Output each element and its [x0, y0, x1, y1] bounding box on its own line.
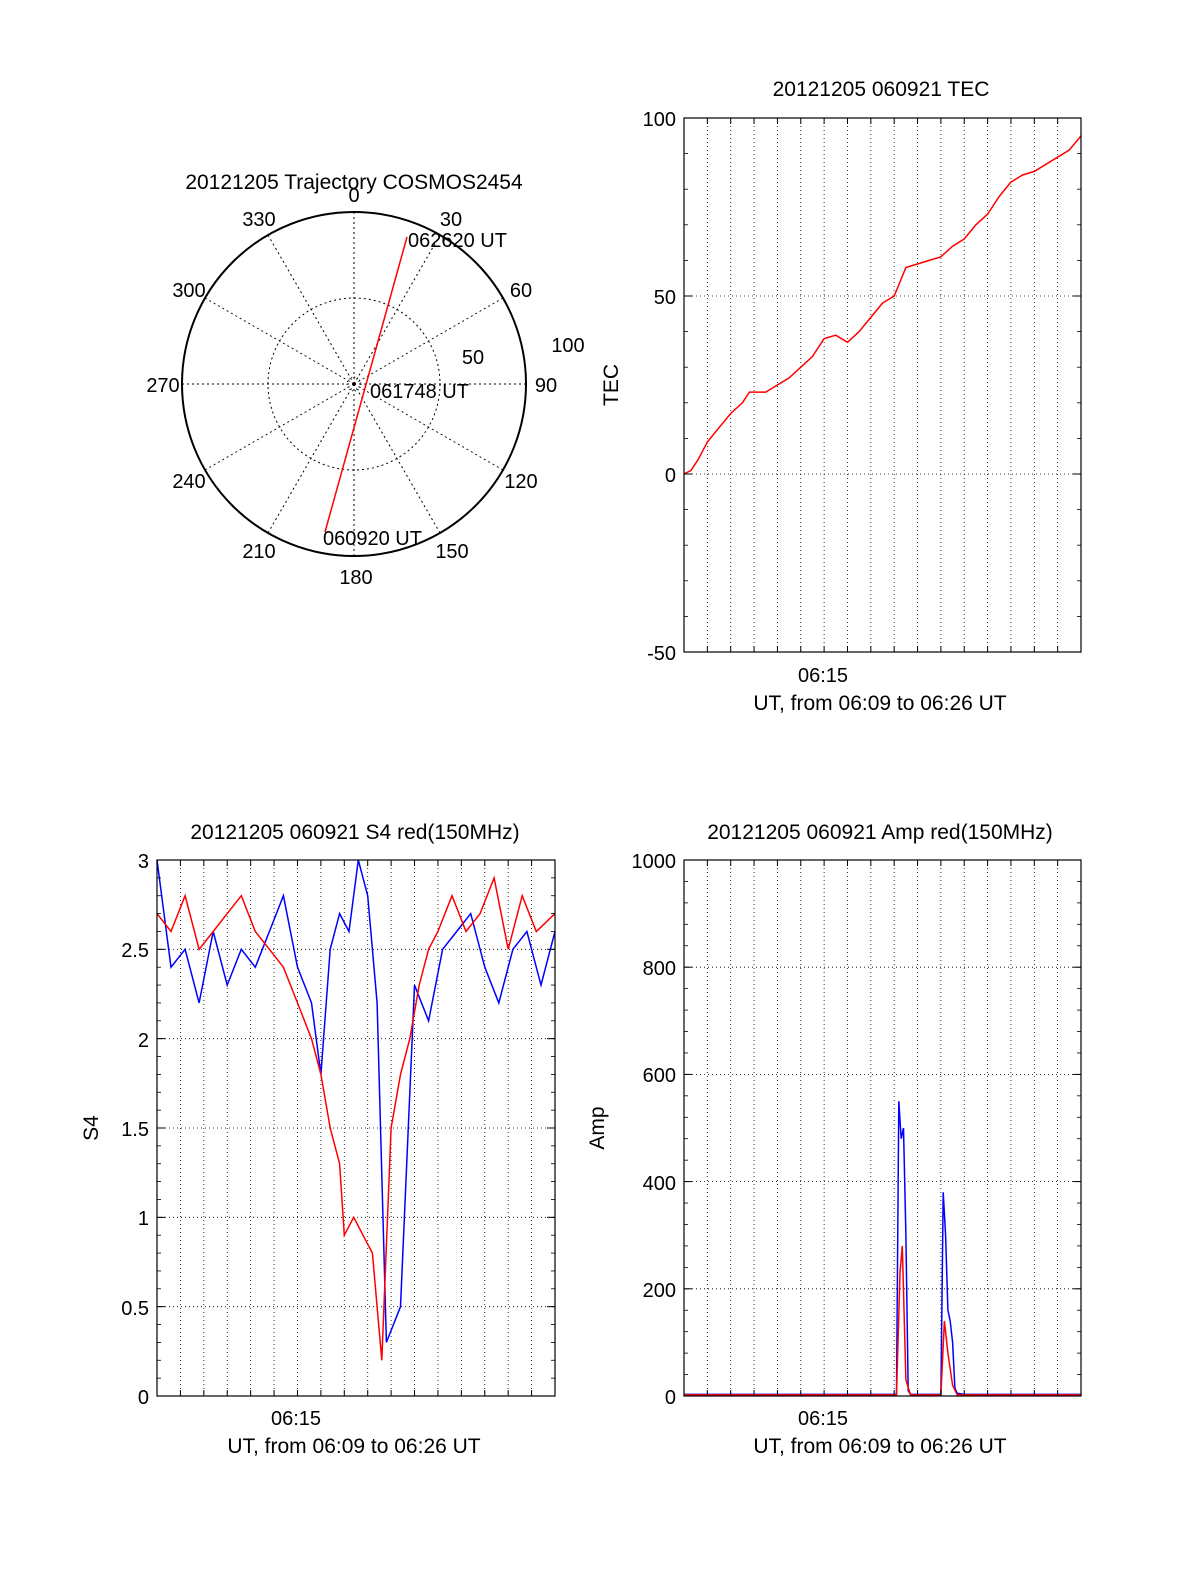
polar-panel: 20121205 Trajectory COSMOS2454 0 30 60 9…	[146, 171, 584, 589]
trajectory-line	[324, 236, 408, 533]
s4-grid	[157, 859, 555, 1397]
tec-xlabel: UT, from 06:09 to 06:26 UT	[753, 692, 1006, 715]
radial-label-100: 100	[551, 335, 584, 357]
tec-ytick-100: 100	[643, 109, 676, 131]
az-label-0: 0	[348, 185, 359, 207]
s4-xlabel: UT, from 06:09 to 06:26 UT	[227, 1435, 480, 1458]
amp-ytick-600: 600	[643, 1065, 676, 1087]
amp-panel: 20121205 060921 Amp red(150MHz) 1000 800…	[586, 821, 1082, 1458]
tec-panel: 20121205 060921 TEC 100 50 0 -50 06:15 U…	[600, 78, 1082, 715]
polar-azimuth-labels: 0 30 60 90 120 150 180 210 240 270 300 3…	[146, 185, 584, 589]
s4-xtick-0615: 06:15	[271, 1408, 321, 1430]
az-label-180: 180	[339, 567, 372, 589]
radial-label-50: 50	[462, 347, 484, 369]
amp-title: 20121205 060921 Amp red(150MHz)	[707, 821, 1053, 844]
s4-ytick-2: 2	[138, 1030, 149, 1052]
track-label-mid: 061748 UT	[370, 381, 469, 403]
az-label-30: 30	[440, 209, 462, 231]
az-label-270: 270	[146, 375, 179, 397]
s4-ticks	[157, 859, 555, 1397]
az-label-90: 90	[535, 375, 557, 397]
s4-ytick-1: 1	[138, 1208, 149, 1230]
s4-blue-series-line	[156, 859, 556, 1343]
az-label-240: 240	[172, 471, 205, 493]
az-label-300: 300	[172, 280, 205, 302]
amp-plot-frame	[683, 859, 1082, 1397]
polar-spoke-300	[204, 297, 355, 385]
s4-ytick-1.5: 1.5	[121, 1119, 149, 1141]
tec-ticks	[684, 117, 1081, 653]
amp-blue-series-line	[684, 1101, 1081, 1396]
amp-xlabel: UT, from 06:09 to 06:26 UT	[753, 1435, 1006, 1458]
az-label-330: 330	[242, 209, 275, 231]
s4-ylabel: S4	[80, 1115, 103, 1141]
amp-ytick-200: 200	[643, 1280, 676, 1302]
amp-xtick-0615: 06:15	[798, 1408, 848, 1430]
polar-spoke-240	[204, 383, 355, 471]
tec-plot-frame	[683, 117, 1082, 653]
s4-ytick-2.5: 2.5	[121, 940, 149, 962]
polar-spoke-330	[267, 234, 355, 385]
polar-spoke-150	[353, 383, 441, 534]
polar-spoke-60	[353, 297, 504, 385]
track-label-start: 060920 UT	[323, 528, 422, 550]
amp-grid	[684, 859, 1081, 1397]
az-label-60: 60	[510, 280, 532, 302]
polar-title: 20121205 Trajectory COSMOS2454	[185, 171, 523, 194]
amp-ytick-1000: 1000	[632, 851, 677, 873]
tec-ytick-neg50: -50	[647, 643, 676, 665]
s4-title: 20121205 060921 S4 red(150MHz)	[190, 821, 519, 844]
amp-red-series-line	[684, 1245, 1081, 1396]
tec-ytick-0: 0	[665, 465, 676, 487]
amp-ytick-0: 0	[665, 1387, 676, 1409]
tec-grid	[684, 117, 1081, 653]
s4-ytick-3: 3	[138, 851, 149, 873]
az-label-120: 120	[504, 471, 537, 493]
track-label-end: 062620 UT	[408, 230, 507, 252]
amp-ticks	[684, 859, 1081, 1397]
s4-plot-frame	[156, 859, 556, 1397]
polar-spoke-120	[353, 383, 504, 471]
az-label-210: 210	[242, 541, 275, 563]
s4-ytick-0.5: 0.5	[121, 1298, 149, 1320]
amp-ytick-400: 400	[643, 1173, 676, 1195]
s4-ytick-0: 0	[138, 1387, 149, 1409]
s4-red-series-line	[156, 875, 556, 1361]
polar-spokes	[182, 212, 526, 556]
tec-ytick-50: 50	[654, 287, 676, 309]
amp-ytick-800: 800	[643, 958, 676, 980]
tec-title: 20121205 060921 TEC	[773, 78, 990, 101]
tec-series-line	[683, 135, 1082, 475]
s4-panel: 20121205 060921 S4 red(150MHz) 3 2.5 2 1…	[80, 821, 556, 1458]
tec-xtick-0615: 06:15	[798, 665, 848, 687]
tec-ylabel: TEC	[600, 364, 623, 406]
az-label-150: 150	[435, 541, 468, 563]
polar-spoke-210	[267, 383, 355, 534]
amp-ylabel: Amp	[586, 1106, 609, 1149]
polar-spoke-30	[353, 234, 441, 385]
